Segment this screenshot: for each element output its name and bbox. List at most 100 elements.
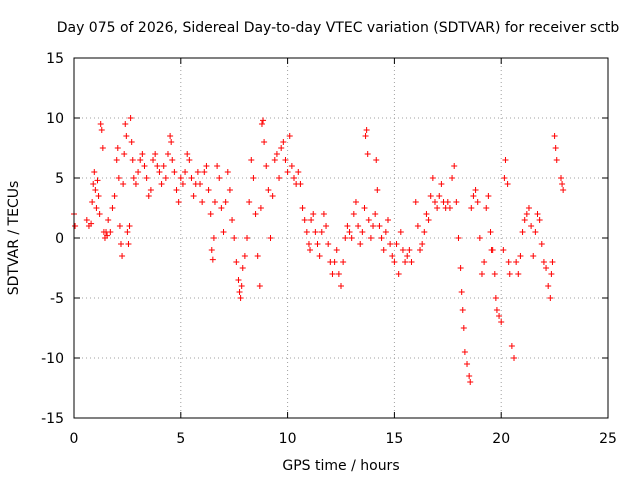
data-point bbox=[114, 145, 121, 151]
data-point bbox=[303, 229, 310, 235]
data-point bbox=[549, 259, 556, 265]
data-point bbox=[508, 343, 515, 349]
data-point bbox=[265, 187, 272, 193]
data-point bbox=[156, 169, 163, 175]
data-point bbox=[139, 151, 146, 157]
data-point bbox=[501, 175, 508, 181]
y-tick-label: 5 bbox=[55, 171, 64, 187]
data-point bbox=[532, 229, 539, 235]
x-tick-label: 0 bbox=[70, 431, 79, 447]
data-point bbox=[406, 247, 413, 253]
data-point bbox=[515, 271, 522, 277]
data-point bbox=[348, 235, 355, 241]
data-point bbox=[384, 217, 391, 223]
data-point bbox=[210, 235, 217, 241]
data-point bbox=[132, 181, 139, 187]
data-point bbox=[246, 199, 253, 205]
data-point bbox=[474, 199, 481, 205]
data-point bbox=[538, 241, 545, 247]
data-point bbox=[241, 253, 248, 259]
data-point bbox=[117, 241, 124, 247]
data-point bbox=[98, 127, 105, 133]
data-point bbox=[548, 271, 555, 277]
data-point bbox=[464, 361, 471, 367]
data-point bbox=[559, 181, 566, 187]
data-point bbox=[154, 163, 161, 169]
data-point bbox=[382, 229, 389, 235]
data-point bbox=[446, 205, 453, 211]
data-point bbox=[233, 259, 240, 265]
data-point bbox=[121, 151, 128, 157]
data-point bbox=[478, 271, 485, 277]
data-point bbox=[404, 253, 411, 259]
data-point bbox=[352, 199, 359, 205]
data-point bbox=[357, 241, 364, 247]
data-point bbox=[220, 229, 227, 235]
x-tick-label: 25 bbox=[599, 431, 617, 447]
data-point bbox=[143, 175, 150, 181]
data-point bbox=[190, 193, 197, 199]
data-point bbox=[269, 193, 276, 199]
data-point bbox=[534, 211, 541, 217]
data-point bbox=[90, 181, 97, 187]
data-point bbox=[124, 229, 131, 235]
data-point bbox=[491, 271, 498, 277]
data-point bbox=[173, 187, 180, 193]
data-point bbox=[436, 193, 443, 199]
data-point bbox=[530, 253, 537, 259]
data-point bbox=[408, 259, 415, 265]
data-point bbox=[397, 229, 404, 235]
data-point bbox=[421, 229, 428, 235]
data-point bbox=[239, 265, 246, 271]
data-point bbox=[470, 193, 477, 199]
data-point bbox=[115, 175, 122, 181]
data-point bbox=[175, 199, 182, 205]
data-point bbox=[282, 157, 289, 163]
data-point bbox=[152, 151, 159, 157]
data-point bbox=[278, 145, 285, 151]
data-point bbox=[218, 205, 225, 211]
data-point bbox=[160, 163, 167, 169]
data-point bbox=[252, 211, 259, 217]
data-point bbox=[364, 151, 371, 157]
data-point bbox=[205, 187, 212, 193]
data-point bbox=[209, 256, 216, 263]
data-point bbox=[288, 163, 295, 169]
data-point bbox=[373, 157, 380, 163]
data-point bbox=[457, 265, 464, 271]
data-point bbox=[88, 220, 95, 227]
data-point bbox=[236, 289, 243, 295]
data-point bbox=[72, 223, 79, 229]
data-point bbox=[125, 241, 132, 247]
data-point bbox=[96, 211, 103, 217]
data-point bbox=[109, 205, 116, 211]
data-point bbox=[169, 157, 176, 163]
data-point bbox=[229, 217, 236, 223]
data-point bbox=[89, 199, 96, 205]
data-point bbox=[536, 217, 543, 223]
data-point bbox=[444, 199, 451, 205]
x-tick-label: 10 bbox=[279, 431, 297, 447]
data-point bbox=[374, 187, 381, 193]
data-point bbox=[297, 181, 304, 187]
data-point bbox=[162, 175, 169, 181]
data-point bbox=[545, 283, 552, 289]
data-point bbox=[280, 139, 287, 145]
data-point bbox=[431, 199, 438, 205]
data-point bbox=[506, 271, 513, 277]
data-point bbox=[141, 163, 148, 169]
data-point bbox=[338, 283, 344, 289]
data-point bbox=[137, 157, 144, 163]
data-point bbox=[427, 193, 434, 199]
data-point bbox=[295, 169, 302, 175]
data-point bbox=[186, 157, 193, 163]
data-point bbox=[350, 211, 357, 217]
data-point bbox=[226, 187, 233, 193]
data-point bbox=[340, 259, 347, 265]
y-tick-label: -5 bbox=[50, 291, 64, 307]
data-point bbox=[116, 223, 123, 229]
data-point bbox=[316, 253, 323, 259]
data-point bbox=[254, 253, 261, 259]
data-point bbox=[370, 223, 377, 229]
